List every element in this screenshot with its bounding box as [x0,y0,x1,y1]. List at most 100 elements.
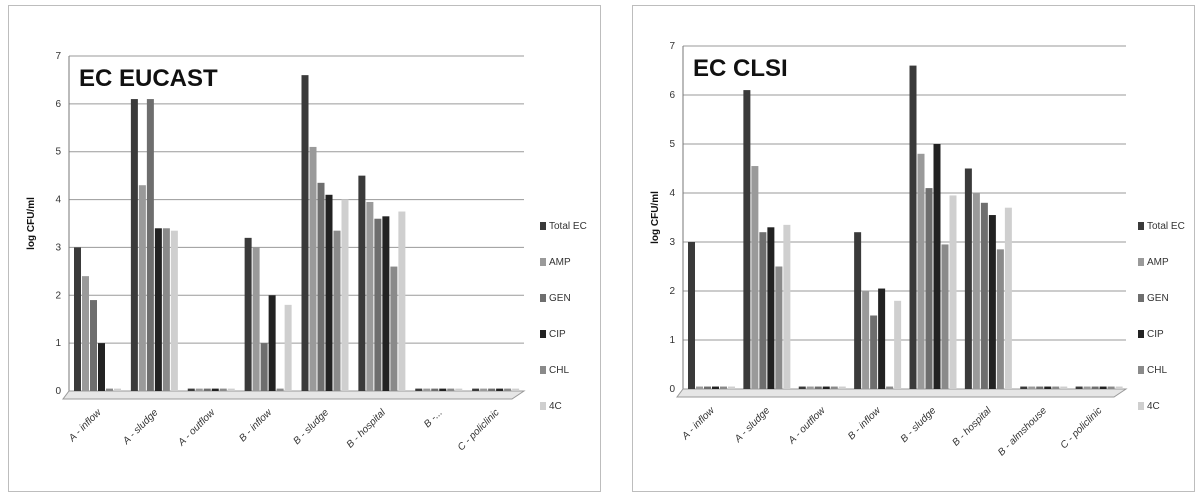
bar [798,386,806,389]
x-tick-label: A - inflow [679,405,717,443]
bar [447,388,455,391]
bar [688,242,695,389]
x-tick-label: A - inflow [66,407,104,445]
bar [390,266,398,391]
x-tick-label: B - inflow [237,407,274,444]
bar [909,65,917,389]
legend-swatch [540,222,546,230]
bar [219,388,227,391]
x-tick-label: A - outflow [176,407,218,449]
y-tick-label: 4 [55,195,61,206]
bar [1091,386,1099,389]
legend-swatch [540,330,546,338]
chart-panel-clsi: 0 1 2 3 4 5 6 7 A - inflow A - sludge A - outflow B… [632,5,1195,492]
bar [972,193,980,389]
legend-label: GEN [1147,293,1169,304]
bar [211,388,219,391]
bar [822,386,830,389]
x-tick-label: A - sludge [732,405,772,445]
legend-label: CIP [1147,329,1164,340]
x-tick-label: C - policlinic [456,407,502,453]
bar [195,388,203,391]
x-tick-label: B - hospital [345,407,389,451]
bar [830,386,838,389]
bar [964,168,972,389]
bar [1044,386,1052,389]
legend-label: 4C [1147,401,1160,412]
bar [382,216,390,391]
bar [98,343,105,391]
x-tick-label: A - sludge [120,407,160,447]
bar [870,315,878,389]
bar [366,201,374,391]
bar [90,300,97,391]
bar [720,386,727,389]
bar [170,230,178,391]
bar [455,388,463,391]
bar [894,300,902,389]
bar [252,247,260,391]
bar [374,218,382,391]
bar [496,388,504,391]
bar [1028,386,1036,389]
y-tick-label: 3 [669,237,675,248]
bar [941,244,949,389]
chart-floor [62,390,526,400]
chart-title: EC EUCAST [79,65,218,92]
bar [309,146,317,391]
y-tick-label: 0 [669,384,675,395]
bar [154,228,162,391]
legend-label: Total EC [1147,221,1185,232]
bar [783,224,791,389]
y-tick-label: 1 [55,338,61,349]
y-tick-label: 3 [55,242,61,253]
bar [431,388,439,391]
bar [917,153,925,389]
legend-label: CHL [549,365,569,376]
bar [74,247,81,391]
bar [925,188,933,389]
legend-swatch [540,366,546,374]
bar [439,388,447,391]
bar [227,388,235,391]
bar [767,227,775,389]
bar [260,343,268,391]
legend-label: AMP [549,257,571,268]
bar [759,232,767,389]
chart-title: EC CLSI [693,55,788,82]
y-tick-label: 0 [55,386,61,397]
bar [317,182,325,391]
bar [728,386,735,389]
bar [886,386,894,389]
bar [1075,386,1083,389]
bar [130,99,138,392]
bar [480,388,488,391]
bar [472,388,480,391]
legend-swatch [1138,330,1144,338]
y-tick-label: 6 [55,99,61,110]
bar [106,388,113,391]
bar [187,388,195,391]
bar [1036,386,1044,389]
legend-swatch [540,402,546,410]
bar [704,386,711,389]
bar [996,249,1004,389]
bar [751,166,759,389]
y-axis-label: log CFU/ml [26,197,37,250]
y-tick-label: 1 [669,335,675,346]
y-tick-label: 5 [55,147,61,158]
chart-clsi: 0 1 2 3 4 5 6 7 A - inflow A - sludge A - outflow B… [650,41,1185,458]
bar [1107,386,1115,389]
bar [301,75,309,392]
bar [325,194,333,391]
bar [276,388,284,391]
bar [244,237,252,391]
bar [980,202,988,389]
bar [878,288,886,389]
bar [423,388,431,391]
x-tick-label: B - hospital [951,405,995,449]
legend-swatch [1138,222,1144,230]
bar [268,295,276,391]
y-axis-label: log CFU/ml [650,191,661,244]
x-tick-label: B - inflow [846,405,883,442]
